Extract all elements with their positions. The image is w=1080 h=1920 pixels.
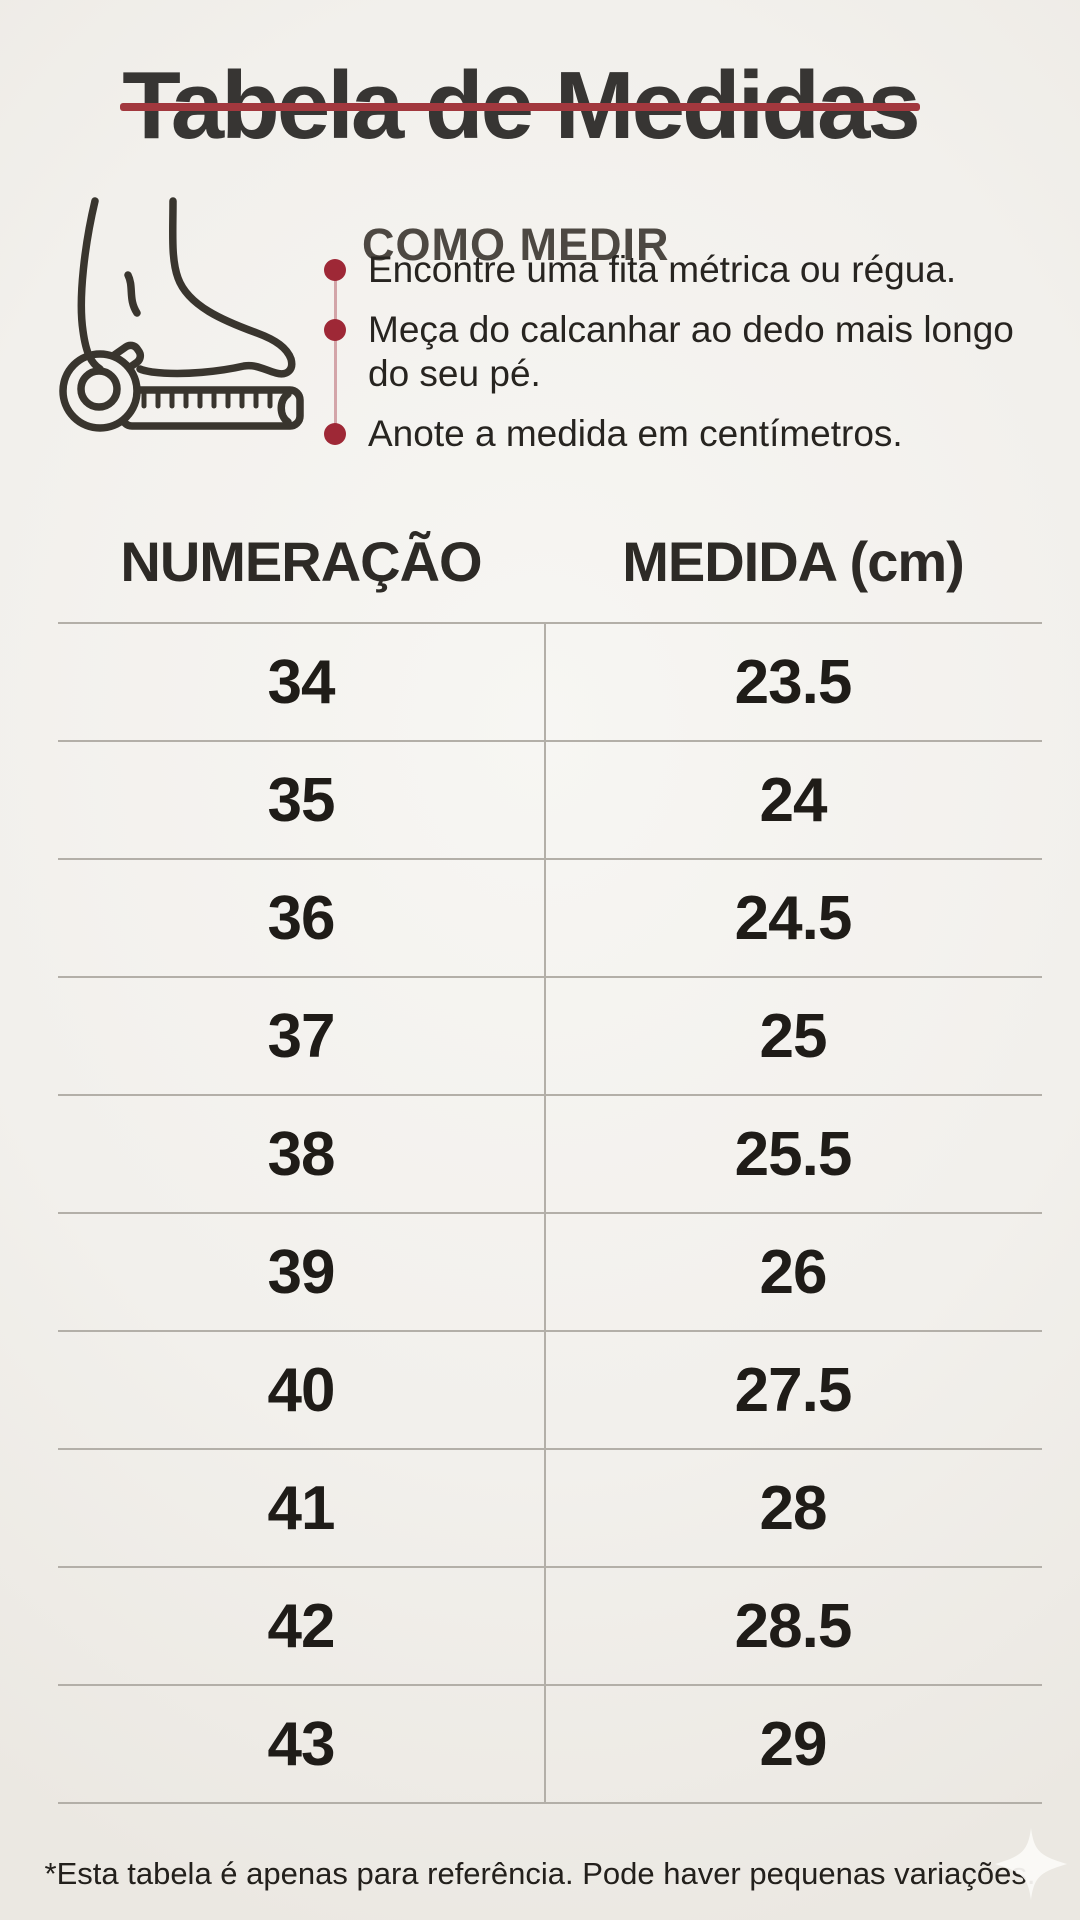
ruler-ticks	[141, 389, 273, 409]
how-to-step-text: Meça do calcanhar ao dedo mais longo do …	[368, 309, 1014, 394]
measure-cell: 24.5	[734, 883, 853, 953]
table-row: 43 29	[58, 1684, 1042, 1802]
bullet-dot-icon	[324, 423, 346, 445]
table-row: 40 27.5	[58, 1330, 1042, 1448]
measure-cell: 29	[759, 1709, 828, 1779]
steps-connector-line	[334, 270, 337, 434]
size-cell: 35	[267, 765, 336, 835]
table-row: 38 25.5	[58, 1094, 1042, 1212]
size-cell: 36	[267, 883, 336, 953]
measure-cell: 27.5	[734, 1355, 853, 1425]
ruler-end-arc	[277, 390, 292, 426]
table-row: 37 25	[58, 976, 1042, 1094]
foot-ankle-line	[124, 271, 141, 317]
column-header-size: NUMERAÇÃO	[120, 529, 482, 593]
how-to-step-text: Anote a medida em centímetros.	[368, 413, 903, 454]
title-underline	[120, 103, 920, 111]
how-to-step-text: Encontre uma fita métrica ou régua.	[368, 249, 957, 290]
size-cell: 41	[267, 1473, 336, 1543]
size-cell: 38	[267, 1119, 336, 1189]
measure-cell: 23.5	[734, 647, 853, 717]
ruler-band	[118, 386, 304, 430]
how-to-step: Encontre uma fita métrica ou régua.	[324, 248, 1034, 292]
measure-cell: 25.5	[734, 1119, 853, 1189]
measure-cell: 24	[759, 765, 828, 835]
size-cell: 34	[267, 647, 336, 717]
table-header-row: NUMERAÇÃO MEDIDA (cm)	[58, 500, 1042, 622]
how-to-measure-title: COMO MEDIR	[362, 219, 670, 271]
table-row: 34 23.5	[58, 622, 1042, 740]
measure-cell: 26	[759, 1237, 828, 1307]
bullet-dot-icon	[324, 259, 346, 281]
size-cell: 39	[267, 1237, 336, 1307]
table-row: 36 24.5	[58, 858, 1042, 976]
tape-reel-outer	[59, 350, 141, 432]
how-to-step: Anote a medida em centímetros.	[324, 412, 1034, 456]
table-body: 34 23.5 35 24 36 24.5 37 25 38 25.5 39 2…	[58, 622, 1042, 1804]
how-to-steps-list: Encontre uma fita métrica ou régua. Meça…	[324, 248, 1034, 472]
foot-measuring-tape-icon	[59, 197, 304, 432]
measure-cell: 28	[759, 1473, 828, 1543]
table-row: 39 26	[58, 1212, 1042, 1330]
table-row: 35 24	[58, 740, 1042, 858]
size-table: NUMERAÇÃO MEDIDA (cm) 34 23.5 35 24 36 2…	[58, 500, 1042, 1804]
size-cell: 42	[267, 1591, 336, 1661]
how-to-step: Meça do calcanhar ao dedo mais longo do …	[324, 308, 1034, 396]
foot-back-leg	[77, 197, 104, 373]
column-divider-line	[544, 622, 546, 1804]
sparkle-icon	[995, 1828, 1067, 1900]
size-cell: 43	[267, 1709, 336, 1779]
measure-cell: 28.5	[734, 1591, 853, 1661]
table-row: 41 28	[58, 1448, 1042, 1566]
column-header-measure: MEDIDA (cm)	[622, 529, 965, 593]
bullet-dot-icon	[324, 319, 346, 341]
size-cell: 37	[267, 1001, 336, 1071]
measure-cell: 25	[759, 1001, 828, 1071]
size-cell: 40	[267, 1355, 336, 1425]
reference-note: *Esta tabela é apenas para referência. P…	[44, 1856, 1036, 1891]
foot-outline	[136, 197, 296, 378]
table-row: 42 28.5	[58, 1566, 1042, 1684]
